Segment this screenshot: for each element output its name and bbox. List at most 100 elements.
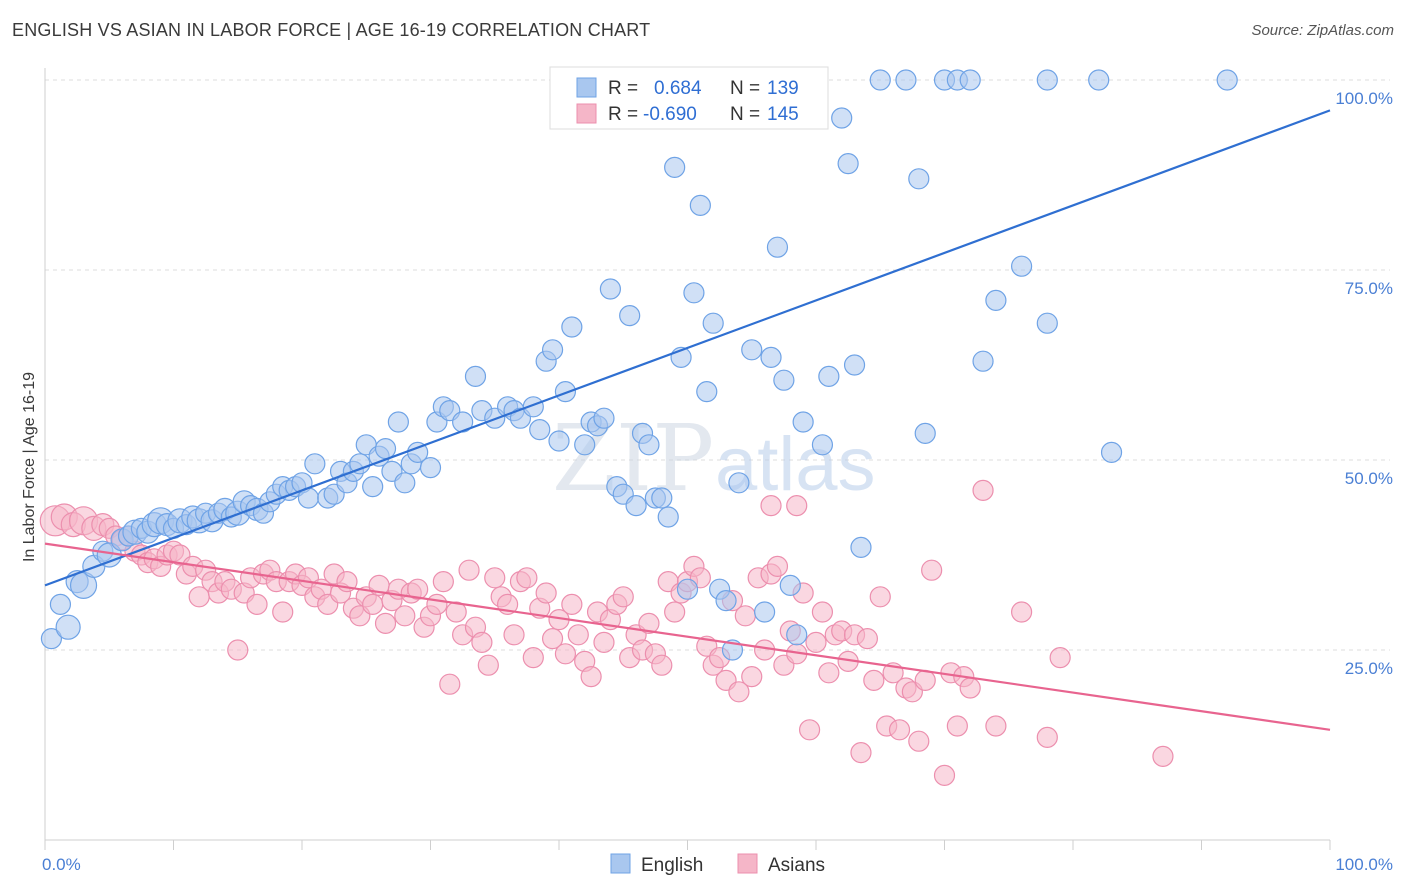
asians-point bbox=[1049, 646, 1071, 669]
y-tick-label: 25.0% bbox=[1345, 659, 1393, 678]
asians-n-value: 145 bbox=[767, 104, 799, 125]
english-point bbox=[689, 194, 711, 216]
english-point bbox=[394, 472, 416, 494]
english-n-value: 139 bbox=[767, 78, 799, 99]
legend-english-swatch bbox=[610, 853, 631, 874]
english-point bbox=[374, 438, 397, 460]
asians-point bbox=[407, 578, 429, 600]
chart-title: ENGLISH VS ASIAN IN LABOR FORCE | AGE 16… bbox=[12, 20, 651, 40]
english-point bbox=[387, 411, 409, 433]
asians-point bbox=[818, 662, 840, 684]
y-tick-label: 100.0% bbox=[1335, 89, 1393, 108]
english-point bbox=[696, 381, 718, 403]
english-point bbox=[779, 574, 801, 597]
english-point bbox=[574, 434, 596, 456]
asians-point bbox=[522, 646, 544, 669]
english-point bbox=[831, 107, 853, 129]
english-point bbox=[362, 476, 384, 498]
asians-point bbox=[471, 631, 493, 654]
y-tick-label: 75.0% bbox=[1345, 279, 1393, 298]
asians-point bbox=[1010, 601, 1033, 623]
asians-point bbox=[921, 559, 943, 581]
english-point bbox=[786, 624, 808, 646]
english-legend-swatch bbox=[576, 77, 597, 98]
asians-point bbox=[760, 495, 782, 517]
english-point bbox=[651, 487, 673, 509]
asians-point bbox=[850, 741, 872, 764]
english-point bbox=[843, 354, 866, 376]
asians-point bbox=[933, 764, 956, 787]
asians-point bbox=[272, 601, 294, 623]
english-point bbox=[49, 593, 72, 616]
english-point bbox=[1010, 255, 1033, 277]
asians-point bbox=[766, 555, 789, 578]
english-point bbox=[869, 69, 891, 91]
asians-point bbox=[856, 627, 879, 650]
english-point bbox=[619, 305, 641, 327]
series-legend: English Asians bbox=[610, 853, 825, 876]
english-point bbox=[664, 156, 686, 178]
asians-point bbox=[484, 567, 506, 589]
asians-point bbox=[972, 479, 994, 501]
asians-point bbox=[741, 665, 763, 688]
asians-point bbox=[227, 639, 249, 661]
english-point bbox=[304, 453, 326, 475]
legend-asians-swatch bbox=[737, 853, 758, 874]
english-point bbox=[850, 536, 872, 559]
english-point bbox=[728, 472, 750, 494]
asians-r-label: R = bbox=[608, 104, 638, 125]
asians-point bbox=[554, 643, 577, 665]
english-point bbox=[1088, 69, 1110, 91]
asians-point bbox=[612, 586, 634, 608]
asians-point bbox=[753, 639, 776, 661]
gridlines bbox=[45, 79, 1390, 651]
english-point bbox=[702, 312, 724, 334]
english-point bbox=[1036, 312, 1058, 334]
english-point bbox=[638, 434, 660, 456]
asians-n-label: N = bbox=[730, 104, 760, 125]
asians-point bbox=[811, 601, 834, 623]
asians-point bbox=[439, 673, 461, 695]
y-tick-label: 50.0% bbox=[1345, 469, 1393, 488]
english-point bbox=[1036, 69, 1058, 91]
english-point bbox=[522, 396, 544, 418]
english-point bbox=[464, 365, 487, 387]
english-point bbox=[959, 69, 981, 91]
trendlines bbox=[44, 109, 1331, 731]
x-tick-label-max: 100.0% bbox=[1335, 855, 1393, 874]
asians-trendline bbox=[44, 542, 1331, 731]
asians-point bbox=[541, 627, 564, 650]
english-point bbox=[349, 453, 371, 475]
asians-point bbox=[426, 593, 448, 616]
english-point bbox=[69, 571, 98, 600]
english-point bbox=[1216, 69, 1238, 91]
axes bbox=[44, 68, 1331, 850]
asians-point bbox=[1152, 745, 1174, 768]
asians-point bbox=[728, 681, 750, 703]
asians-point bbox=[805, 631, 827, 654]
y-tick-labels: 25.0% 50.0% 75.0% 100.0% bbox=[1335, 89, 1393, 678]
asians-point bbox=[445, 601, 467, 623]
english-point bbox=[40, 627, 63, 650]
english-point bbox=[766, 236, 789, 258]
asians-point bbox=[863, 669, 885, 692]
asians-point bbox=[638, 612, 660, 635]
asians-legend-swatch bbox=[576, 103, 597, 124]
english-point bbox=[529, 419, 551, 441]
english-point bbox=[676, 578, 699, 600]
english-point bbox=[972, 350, 994, 372]
english-point bbox=[541, 339, 564, 361]
english-point bbox=[599, 278, 622, 300]
english-point bbox=[837, 153, 859, 175]
english-point bbox=[914, 422, 936, 444]
english-point bbox=[760, 346, 782, 368]
asians-point bbox=[786, 495, 808, 517]
asians-point bbox=[734, 605, 756, 627]
asians-r-value: -0.690 bbox=[643, 104, 697, 125]
english-point bbox=[792, 411, 814, 433]
english-point bbox=[55, 614, 81, 640]
source-credit: Source: ZipAtlas.com bbox=[1251, 22, 1394, 39]
watermark-atlas: atlas bbox=[715, 422, 876, 507]
asians-point bbox=[664, 601, 686, 623]
